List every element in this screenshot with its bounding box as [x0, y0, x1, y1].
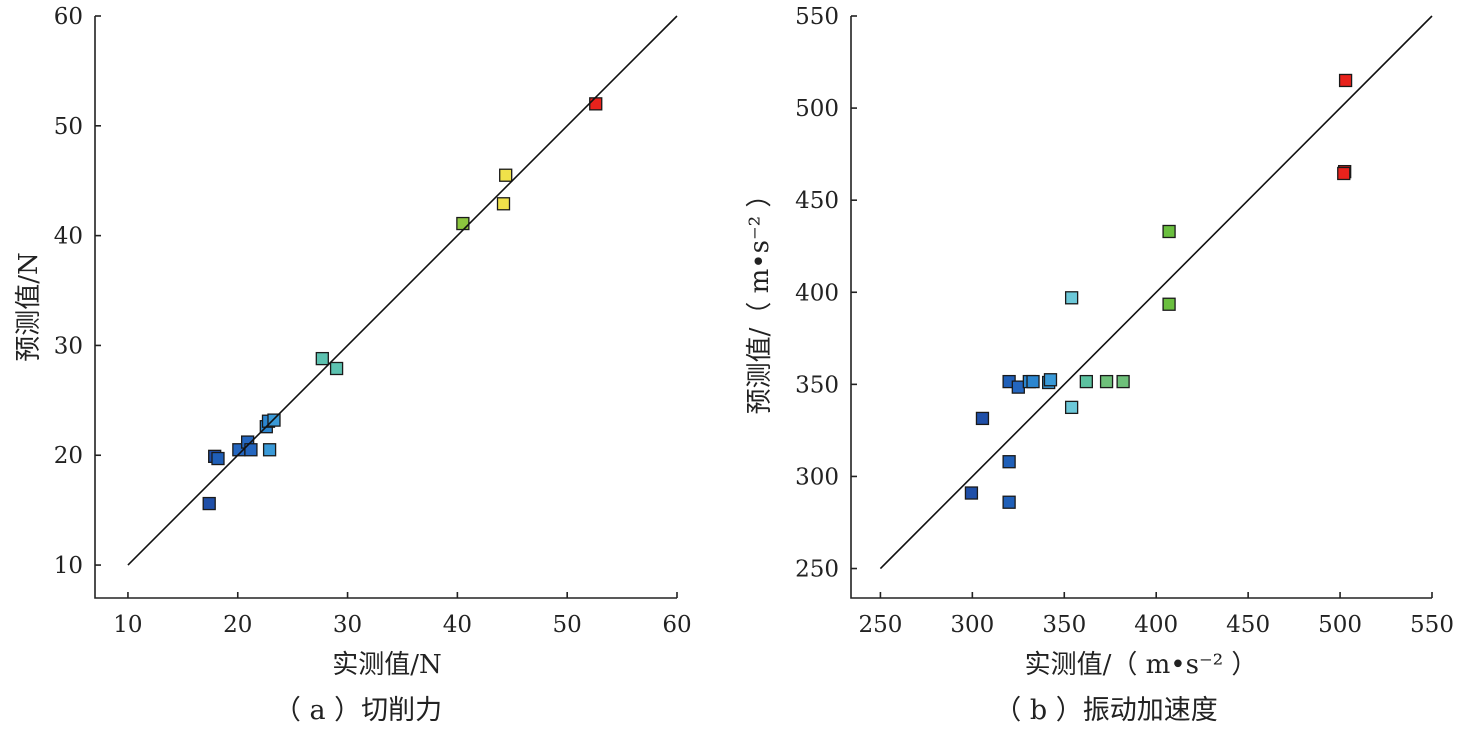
y-tick-label-b: 500 [795, 96, 839, 122]
y-tick-label-b: 550 [795, 4, 839, 30]
axes-frame-a [94, 16, 677, 599]
scatter-point-a [202, 496, 216, 511]
scatter-point-b [1079, 374, 1093, 389]
scatter-point-b [1002, 455, 1016, 469]
scatter-point-a [456, 216, 470, 231]
scatter-point-b [1116, 374, 1130, 389]
reference-line-b [879, 15, 1433, 570]
marker-group-b [964, 73, 1353, 509]
y-axis-title-b: 预测值/（ m•s⁻² ） [745, 182, 775, 415]
x-tick-label-a: 10 [113, 612, 142, 638]
x-tick-label-a: 30 [333, 612, 362, 638]
x-tick-label-a: 50 [553, 612, 582, 638]
scatter-point-b [1043, 373, 1058, 387]
chart-panel-a: 10 20 30 40 50 60 10 20 30 40 50 60 实测值/N 预测值/N （ … [14, 4, 692, 726]
x-tick-label-a: 20 [223, 612, 252, 638]
marker-group-a [202, 97, 603, 511]
x-tick-label-b: 500 [1318, 612, 1362, 638]
scatter-point-a [262, 443, 277, 457]
scatter-point-b [964, 486, 979, 500]
y-tick-label-b: 400 [795, 280, 839, 306]
reference-line-a [127, 15, 678, 566]
x-axis-title-a: 实测值/N [332, 650, 442, 680]
y-tick-label-a: 40 [54, 224, 83, 250]
x-tick-label-a: 40 [443, 612, 472, 638]
scatter-point-b [1162, 224, 1176, 239]
y-ticks-b: 250 300 350 400 450 500 550 [795, 4, 857, 583]
y-tick-label-b: 300 [795, 464, 839, 490]
scatter-point-b [1337, 166, 1351, 181]
axes-frame-b [850, 16, 1432, 599]
x-tick-label-b: 400 [1134, 612, 1178, 638]
scatter-point-a [244, 443, 258, 457]
scatter-point-b [1064, 400, 1079, 415]
caption-a: （ a ）切削力 [274, 695, 442, 726]
scatter-point-b [1026, 374, 1040, 389]
caption-b: （ b ）振动加速度 [994, 695, 1217, 726]
y-ticks-a: 10 20 30 40 50 60 [54, 4, 101, 579]
y-tick-label-a: 10 [54, 553, 83, 579]
x-tick-label-b: 300 [950, 612, 994, 638]
scatter-point-b [1064, 291, 1079, 305]
chart-panel-b: 250 300 350 400 450 500 550 250 300 350 400 450 500… [745, 4, 1454, 726]
scatter-point-a [315, 351, 329, 366]
x-tick-label-b: 450 [1226, 612, 1270, 638]
y-tick-label-b: 250 [795, 557, 839, 583]
scatter-point-b [1011, 380, 1025, 394]
scatter-point-b [1099, 374, 1114, 389]
y-tick-label-a: 50 [54, 114, 83, 140]
scatter-point-a [496, 197, 511, 211]
scatter-point-a [499, 168, 513, 182]
x-tick-label-b: 250 [858, 612, 902, 638]
y-tick-label-a: 20 [54, 443, 83, 469]
x-ticks-b: 250 300 350 400 450 500 550 [858, 592, 1454, 638]
y-tick-label-b: 350 [795, 372, 839, 398]
y-axis-title-a: 预测值/N [14, 252, 44, 362]
x-tick-label-a: 60 [662, 612, 691, 638]
scatter-point-b [1162, 297, 1176, 311]
y-tick-label-b: 450 [795, 188, 839, 214]
x-axis-title-b: 实测值/（ m•s⁻² ） [1025, 650, 1258, 680]
x-ticks-a: 10 20 30 40 50 60 [113, 592, 692, 638]
x-tick-label-b: 350 [1042, 612, 1086, 638]
y-tick-label-a: 30 [54, 333, 83, 359]
y-tick-label-a: 60 [54, 4, 83, 30]
scatter-point-b [1002, 495, 1016, 509]
scatter-point-a [589, 97, 603, 111]
scatter-point-b [975, 411, 990, 426]
scatter-point-a [329, 361, 344, 376]
scatter-point-b [1338, 73, 1353, 88]
scatter-point-a [211, 451, 225, 466]
x-tick-label-b: 550 [1410, 612, 1454, 638]
